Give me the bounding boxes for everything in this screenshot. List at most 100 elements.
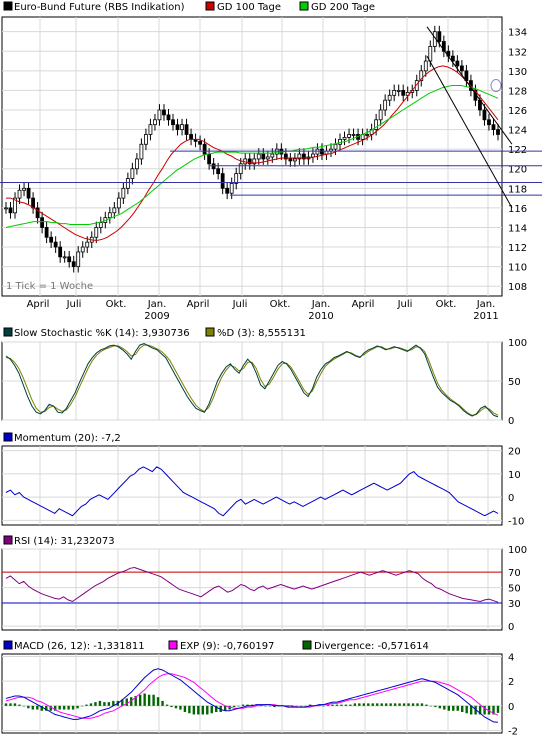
- candle-body: [166, 114, 171, 121]
- divergence-bar: [322, 705, 325, 707]
- candle-body: [487, 119, 491, 126]
- candle-body: [378, 109, 383, 121]
- candle-body: [8, 207, 13, 214]
- candle-body: [247, 158, 252, 165]
- divergence-bar: [98, 700, 102, 706]
- divergence-bar: [376, 703, 379, 706]
- divergence-bar: [344, 704, 348, 706]
- divergence-bar: [492, 705, 495, 715]
- divergence-bar: [300, 705, 303, 707]
- legend-macd-0-label: MACD (26, 12): -1,331811: [14, 641, 145, 652]
- candle-body: [265, 156, 270, 160]
- divergence-bar: [130, 697, 133, 706]
- candle-body: [98, 222, 103, 228]
- candle-body: [288, 158, 293, 162]
- candle-body: [116, 197, 121, 209]
- divergence-bar: [461, 705, 464, 713]
- candle-body: [121, 187, 126, 199]
- candle-body: [153, 119, 157, 126]
- divergence-bar: [156, 697, 160, 706]
- trend-channel-upper: [426, 26, 513, 145]
- candle-body: [374, 119, 379, 130]
- candle-body: [76, 251, 81, 268]
- price-ytick-12: 132: [508, 47, 527, 58]
- candle-body: [252, 158, 257, 165]
- candle-body: [207, 153, 212, 165]
- candle-body: [383, 99, 388, 111]
- divergence-bar: [465, 705, 468, 714]
- candle-body: [35, 207, 40, 219]
- divergence-bar: [420, 703, 424, 706]
- momentum-ytick-3: 20: [508, 447, 521, 458]
- candle-body: [216, 168, 221, 175]
- divergence-bar: [215, 705, 218, 713]
- divergence-bar: [206, 705, 209, 715]
- candle-body: [496, 129, 500, 135]
- momentum-legend-swatch-0: [3, 432, 13, 442]
- divergence-bar: [232, 705, 236, 708]
- divergence-bar: [286, 705, 289, 708]
- candle-body: [144, 134, 148, 145]
- candle-body: [157, 109, 162, 121]
- divergence-bar: [49, 705, 52, 711]
- divergence-bar: [174, 705, 178, 709]
- divergence-bar: [483, 705, 486, 715]
- divergence-bar: [36, 705, 39, 710]
- candle-body: [419, 70, 424, 82]
- candle-body: [22, 187, 26, 191]
- divergence-bar: [380, 703, 383, 706]
- candle-body: [423, 60, 428, 72]
- divergence-bar: [241, 704, 245, 706]
- candle-body: [184, 124, 189, 135]
- candle-body: [71, 261, 76, 268]
- candle-body: [302, 153, 306, 160]
- divergence-bar: [358, 703, 361, 706]
- macd-ytick-1: 0: [508, 702, 514, 713]
- divergence-bar: [317, 704, 321, 706]
- divergence-bar: [192, 705, 196, 715]
- candle-body: [256, 153, 261, 160]
- divergence-bar: [188, 705, 191, 714]
- price-ytick-5: 118: [508, 184, 527, 195]
- divergence-bar: [447, 705, 450, 711]
- legend-rsi-0-label: RSI (14): 31,232073: [14, 536, 115, 547]
- momentum-panel: -10 0 10 20: [1, 445, 524, 527]
- legend-price-2-label: GD 200 Tage: [311, 2, 375, 13]
- divergence-bar: [326, 704, 330, 706]
- candle-body: [107, 212, 112, 219]
- candle-body: [125, 178, 130, 189]
- momentum-ytick-2: 10: [508, 470, 521, 481]
- divergence-bar: [308, 704, 312, 706]
- divergence-bar: [362, 703, 366, 706]
- divergence-bar: [165, 704, 169, 706]
- candle-body: [67, 256, 72, 263]
- divergence-bar: [250, 704, 254, 706]
- legend-price-0-label: Euro-Bund Future (RBS Indikation): [14, 2, 185, 13]
- divergence-bar: [9, 703, 12, 706]
- price-xtick-year-7: 2010: [308, 311, 333, 322]
- candle-body: [338, 138, 342, 145]
- divergence-bar: [67, 705, 70, 710]
- divergence-bar: [438, 705, 442, 709]
- candle-body: [26, 187, 31, 199]
- divergence-bar: [112, 700, 115, 706]
- divergence-bar: [393, 703, 397, 706]
- candle-body: [342, 137, 347, 140]
- price-ytick-13: 134: [508, 28, 527, 39]
- price-xtick-1: Juli: [66, 299, 82, 310]
- candle-body: [189, 134, 193, 140]
- macd-ytick-3: 4: [508, 652, 514, 663]
- price-xtick-year-3: 2009: [144, 311, 169, 322]
- candle-body: [13, 197, 17, 214]
- divergence-bar: [434, 705, 437, 708]
- candle-body: [437, 31, 442, 42]
- price-xtick-year-11: 2011: [473, 311, 498, 322]
- price-xtick-4: April: [187, 299, 210, 310]
- stoch-k-line: [5, 343, 499, 418]
- macd-legend-swatch-2: [302, 640, 312, 650]
- divergence-bar: [107, 702, 111, 706]
- candle-body: [112, 207, 117, 214]
- divergence-bar: [273, 705, 276, 708]
- divergence-bar: [371, 703, 374, 706]
- price-ytick-10: 128: [508, 86, 527, 97]
